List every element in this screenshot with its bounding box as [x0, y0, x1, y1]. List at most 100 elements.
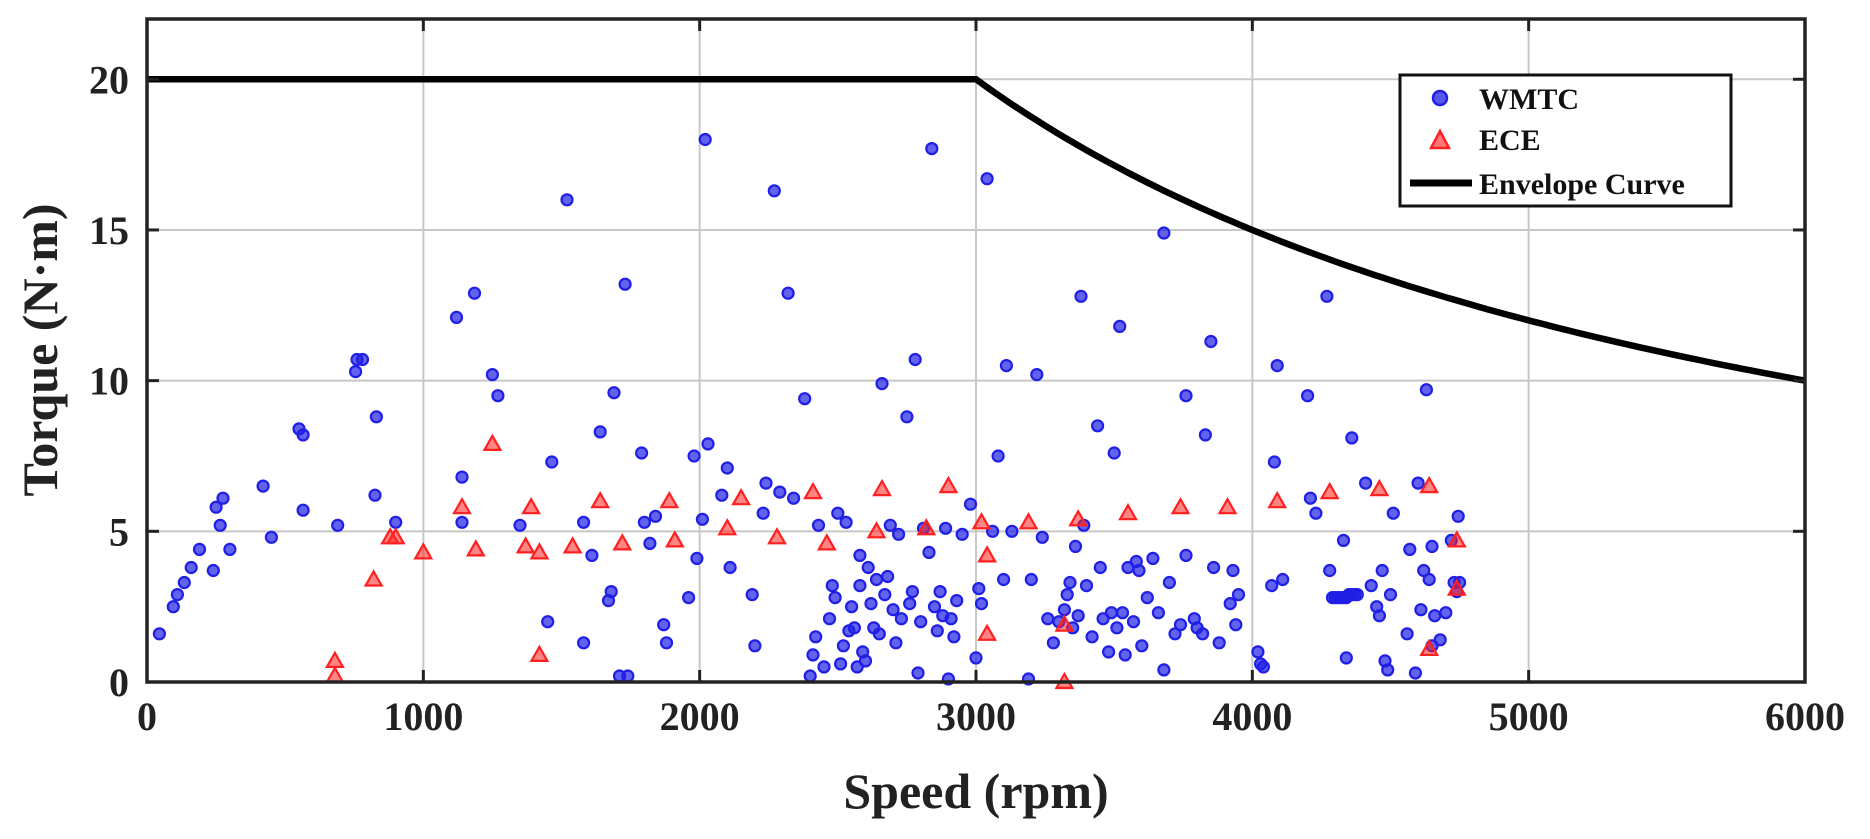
wmtc-point — [955, 527, 969, 541]
ece-point — [938, 475, 959, 494]
y-tick-label: 20 — [89, 57, 129, 102]
wmtc-point — [1090, 419, 1105, 433]
ece-point — [971, 512, 992, 530]
wmtc-point — [1419, 383, 1434, 397]
wmtc-point — [891, 527, 906, 541]
ece-point — [1446, 578, 1467, 596]
wmtc-point — [1162, 575, 1177, 590]
wmtc-point — [1204, 334, 1218, 349]
wmtc-point — [618, 277, 632, 291]
wmtc-point — [1101, 645, 1116, 659]
wmtc-point — [607, 386, 621, 400]
wmtc-point — [831, 506, 845, 520]
wmtc-point — [925, 142, 939, 156]
ece-point — [1419, 475, 1440, 494]
ece-point — [767, 527, 787, 545]
wmtc-point — [861, 560, 875, 575]
wmtc-point — [1251, 645, 1265, 659]
wmtc-point — [803, 669, 817, 683]
wmtc-point — [1381, 663, 1395, 677]
wmtc-point — [593, 425, 607, 439]
wmtc-point — [1118, 648, 1132, 662]
ece-point — [916, 518, 937, 536]
ece-point — [385, 527, 406, 545]
legend-ece-marker — [1428, 128, 1452, 150]
wmtc-point — [1229, 618, 1243, 632]
wmtc-point — [1386, 506, 1400, 520]
ece-point — [1054, 614, 1075, 632]
wmtc-point — [1068, 539, 1083, 554]
ece-point — [731, 487, 751, 506]
ece-point — [872, 478, 892, 497]
wmtc-point — [798, 392, 812, 406]
wmtc-point — [1146, 551, 1160, 566]
wmtc-point — [1151, 606, 1166, 620]
wmtc-point — [1425, 539, 1439, 554]
wmtc-point — [1364, 578, 1378, 593]
wmtc-point — [467, 286, 482, 300]
wmtc-point — [715, 488, 729, 502]
wmtc-point — [1345, 431, 1359, 445]
wmtc-point — [1339, 651, 1353, 665]
wmtc-point — [1451, 509, 1465, 523]
wmtc-point — [1093, 560, 1107, 575]
wmtc-point — [1428, 609, 1442, 623]
wmtc-point — [1063, 575, 1077, 590]
wmtc-point — [1403, 542, 1417, 557]
wmtc-point — [1046, 636, 1061, 650]
y-tick-label: 10 — [89, 359, 129, 404]
legend-ece-label: ECE — [1479, 124, 1541, 157]
wmtc-point — [1104, 606, 1119, 620]
wmtc-point — [927, 600, 942, 614]
wmtc-point — [223, 542, 237, 557]
legend: WMTC ECE Envelope Curve — [1398, 73, 1733, 208]
wmtc-point — [900, 410, 914, 424]
wmtc-point — [1041, 612, 1055, 626]
wmtc-point — [1309, 506, 1323, 520]
wmtc-point — [1336, 533, 1351, 548]
wmtc-point — [1110, 621, 1124, 635]
x-tick-label: 1000 — [383, 694, 463, 739]
wmtc-point — [1179, 548, 1193, 563]
wmtc-point — [1358, 476, 1373, 490]
wmtc-point — [858, 654, 873, 668]
wmtc-point — [1173, 618, 1188, 632]
ece-point — [1267, 490, 1288, 509]
wmtc-point — [369, 410, 383, 424]
wmtc-point — [894, 612, 909, 626]
wmtc-point — [1276, 572, 1290, 587]
x-tick-label: 2000 — [660, 694, 740, 739]
wmtc-point — [980, 172, 994, 186]
ece-point — [413, 542, 434, 560]
wmtc-point — [1135, 639, 1149, 653]
wmtc-point — [1231, 587, 1246, 602]
wmtc-point — [541, 615, 555, 629]
wmtc-point — [836, 639, 851, 653]
wmtc-point — [687, 449, 701, 463]
wmtc-point — [1060, 587, 1074, 602]
wmtc-point — [853, 548, 867, 563]
ece-point — [816, 533, 837, 551]
wmtc-point — [825, 578, 839, 593]
wmtc-point — [1132, 563, 1146, 578]
wmtc-point — [701, 437, 715, 451]
wmtc-point — [991, 449, 1005, 463]
wmtc-point — [1035, 530, 1049, 544]
wmtc-point — [883, 518, 897, 532]
wmtc-point — [1320, 289, 1334, 303]
x-tick-label: 0 — [137, 694, 157, 739]
ece-point — [1446, 530, 1467, 548]
ece-point — [664, 530, 685, 548]
wmtc-point — [767, 184, 781, 198]
wmtc-point — [938, 521, 953, 535]
wmtc-point — [1195, 627, 1210, 641]
ece-point — [562, 536, 583, 554]
y-tick-label: 5 — [109, 509, 129, 554]
wmtc-point — [349, 365, 363, 379]
wmtc-point — [839, 515, 853, 529]
wmtc-point — [773, 485, 787, 499]
wmtc-point — [1433, 633, 1447, 647]
wmtc-point — [911, 666, 925, 680]
